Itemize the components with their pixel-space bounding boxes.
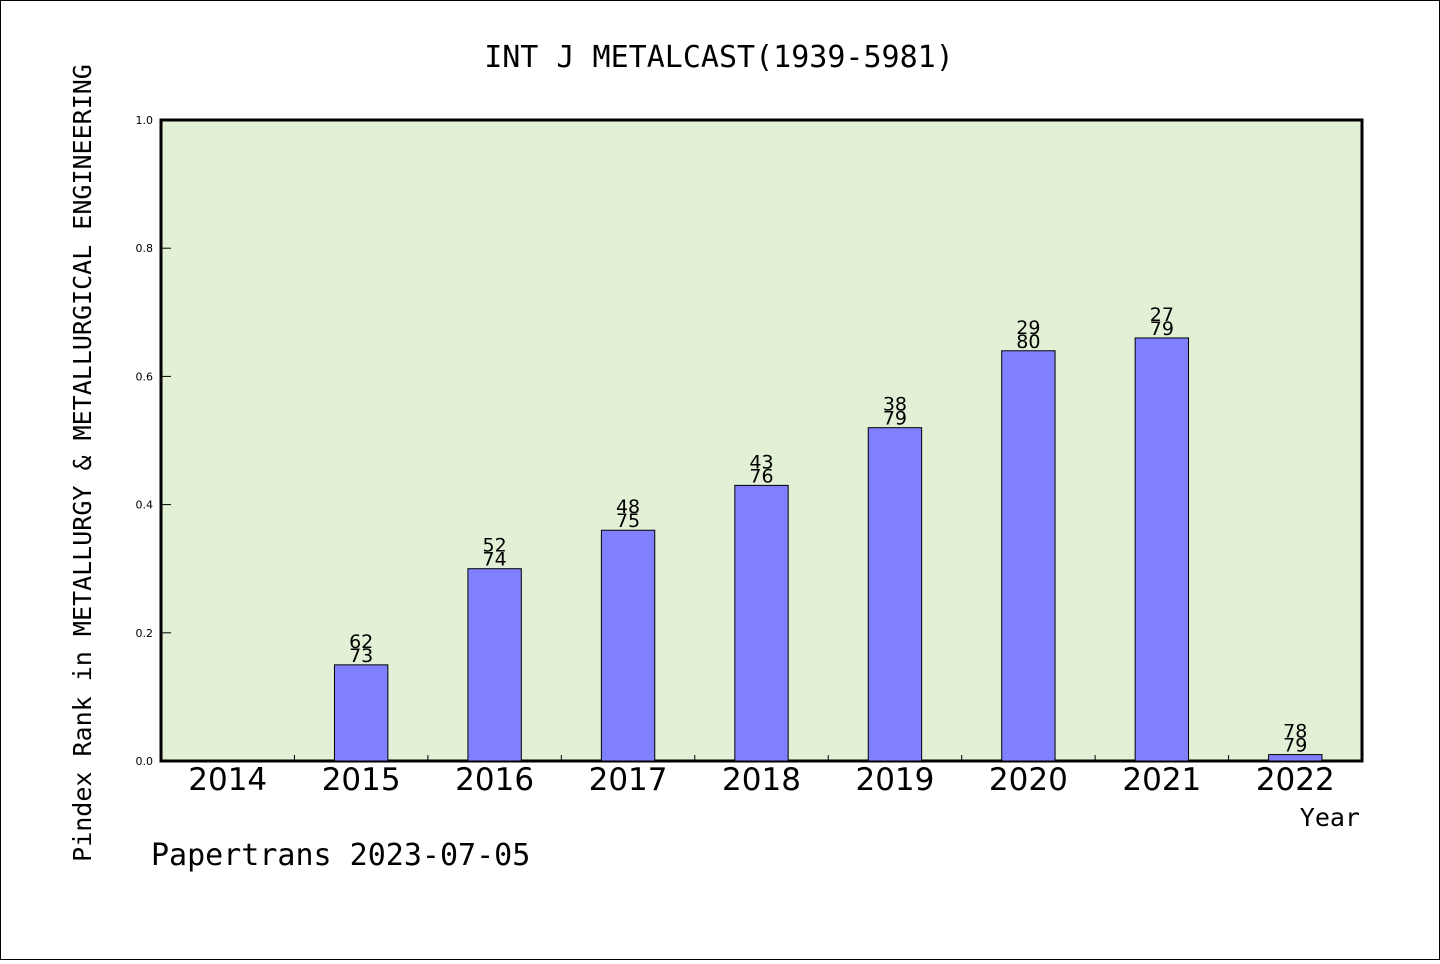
bar-total-label: 75 <box>616 510 640 532</box>
footer-credit: Papertrans 2023-07-05 <box>151 838 530 873</box>
bar-2020 <box>1001 350 1056 762</box>
x-tick-label: 2022 <box>1256 762 1335 798</box>
y-tick-label: 0.2 <box>136 627 154 640</box>
y-tick-label: 0.8 <box>136 242 154 255</box>
x-tick-label: 2017 <box>589 762 668 798</box>
chart-title: INT J METALCAST(1939-5981) <box>484 40 954 75</box>
x-axis-label: Year <box>1300 803 1360 832</box>
x-tick-label: 2021 <box>1122 762 1201 798</box>
x-tick-label: 2014 <box>188 762 267 798</box>
bar-rank-label: 27 <box>1150 304 1174 326</box>
bar-rank-label: 52 <box>483 535 507 557</box>
bar-rank-label: 78 <box>1283 721 1307 743</box>
bar-total-label: 73 <box>349 645 373 667</box>
bar-2021 <box>1134 337 1190 762</box>
bar-rank-label: 29 <box>1016 317 1040 339</box>
x-tick-label: 2016 <box>455 762 534 798</box>
bar-total-label: 74 <box>483 549 507 571</box>
y-tick-label: 0.4 <box>136 499 154 512</box>
bar-total-label: 79 <box>1150 318 1174 340</box>
bar-2015 <box>333 664 389 762</box>
bar-rank-label: 43 <box>749 451 773 473</box>
y-axis-label: Pindex Rank in METALLURGY & METALLURGICA… <box>68 64 97 862</box>
bar-2016 <box>467 568 522 762</box>
bar-2019 <box>867 427 923 762</box>
x-tick-label: 2015 <box>322 762 401 798</box>
bar-2018 <box>734 484 789 762</box>
bar-2022 <box>1268 754 1323 762</box>
bar-rank-label: 62 <box>349 631 373 653</box>
y-axis-ticks: 0.0 0.2 0.4 0.6 0.8 1.0 <box>136 114 171 768</box>
x-tick-label: 2019 <box>855 762 934 798</box>
x-tick-label: 2020 <box>989 762 1068 798</box>
bar-rank-label: 48 <box>616 496 640 518</box>
x-axis-ticks: 2014 2015 2016 2017 2018 2019 2020 2021 2022 <box>188 755 1335 798</box>
bar-total-label: 79 <box>883 408 907 430</box>
bar-rank-label: 38 <box>883 394 907 416</box>
y-tick-label: 0.6 <box>136 370 154 383</box>
x-tick-label: 2018 <box>722 762 801 798</box>
bar-2017 <box>600 529 656 762</box>
y-tick-label: 1.0 <box>136 114 154 127</box>
bar-total-label: 76 <box>749 465 773 487</box>
y-tick-label: 0.0 <box>136 755 154 768</box>
bar-total-label: 79 <box>1283 735 1307 757</box>
bar-total-label: 80 <box>1016 331 1040 353</box>
